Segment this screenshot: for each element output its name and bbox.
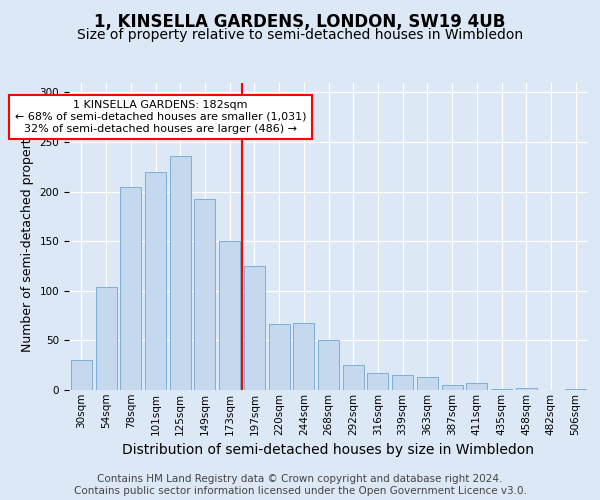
Bar [565,389,586,390]
Bar [269,324,290,390]
Bar [417,377,438,390]
Bar [442,385,463,390]
Bar [71,360,92,390]
Bar [219,241,240,390]
Text: 1 KINSELLA GARDENS: 182sqm
← 68% of semi-detached houses are smaller (1,031)
32%: 1 KINSELLA GARDENS: 182sqm ← 68% of semi… [14,100,306,134]
Bar [318,340,339,390]
Bar [145,172,166,390]
Bar [170,156,191,390]
Text: Size of property relative to semi-detached houses in Wimbledon: Size of property relative to semi-detach… [77,28,523,42]
Bar [293,322,314,390]
Bar [120,186,141,390]
Bar [95,287,116,390]
Bar [244,266,265,390]
Bar [194,198,215,390]
Bar [343,365,364,390]
Bar [466,383,487,390]
Bar [392,375,413,390]
Text: 1, KINSELLA GARDENS, LONDON, SW19 4UB: 1, KINSELLA GARDENS, LONDON, SW19 4UB [94,12,506,30]
Bar [516,388,537,390]
X-axis label: Distribution of semi-detached houses by size in Wimbledon: Distribution of semi-detached houses by … [122,443,535,457]
Bar [367,373,388,390]
Y-axis label: Number of semi-detached properties: Number of semi-detached properties [21,120,34,352]
Text: Contains HM Land Registry data © Crown copyright and database right 2024.
Contai: Contains HM Land Registry data © Crown c… [74,474,526,496]
Bar [491,389,512,390]
